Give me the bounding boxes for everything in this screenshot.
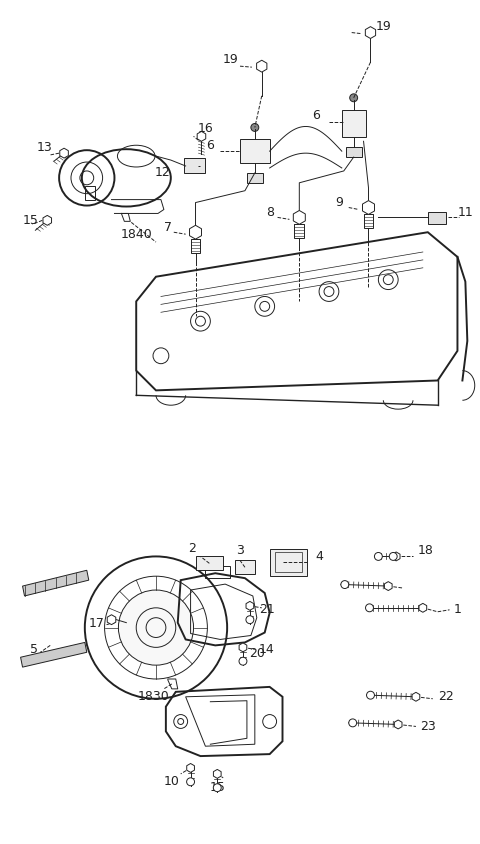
Polygon shape [257, 60, 267, 72]
Bar [205, 566, 230, 578]
Bar [270, 549, 307, 576]
Circle shape [246, 616, 254, 624]
Circle shape [350, 94, 358, 102]
Bar [191, 239, 201, 253]
Polygon shape [107, 614, 116, 625]
Text: 6: 6 [206, 138, 214, 152]
Bar [346, 147, 361, 157]
Polygon shape [394, 720, 402, 729]
Circle shape [349, 719, 357, 727]
Circle shape [366, 603, 373, 612]
Polygon shape [187, 764, 194, 772]
Bar [275, 553, 302, 572]
Text: 12: 12 [155, 166, 171, 180]
Polygon shape [419, 603, 427, 612]
Polygon shape [43, 215, 51, 225]
Circle shape [367, 691, 374, 699]
Circle shape [389, 553, 397, 560]
Bar [240, 139, 270, 163]
Polygon shape [60, 149, 68, 158]
Text: 16: 16 [198, 122, 213, 135]
Bar [195, 556, 223, 571]
Bar [247, 173, 263, 183]
Bar [294, 225, 304, 238]
Text: 19: 19 [375, 20, 391, 33]
Polygon shape [190, 225, 202, 239]
Text: 11: 11 [457, 206, 473, 219]
Text: 3: 3 [236, 544, 244, 557]
Text: 22: 22 [438, 690, 454, 703]
Text: 2: 2 [188, 542, 195, 555]
Text: 6: 6 [312, 109, 320, 122]
Polygon shape [384, 582, 392, 591]
Bar [363, 214, 373, 228]
Polygon shape [412, 692, 420, 701]
Polygon shape [362, 201, 374, 214]
Text: 1830: 1830 [138, 690, 170, 703]
Polygon shape [197, 132, 206, 141]
Text: 15: 15 [209, 782, 225, 794]
Bar [184, 158, 205, 173]
Text: 5: 5 [30, 643, 38, 656]
Circle shape [341, 581, 349, 588]
Bar [235, 560, 255, 574]
Polygon shape [392, 552, 400, 561]
Text: 19: 19 [222, 52, 238, 66]
Text: 21: 21 [259, 603, 275, 616]
Circle shape [251, 123, 259, 132]
Text: 23: 23 [420, 720, 436, 733]
Text: 13: 13 [36, 141, 52, 154]
Text: 14: 14 [259, 643, 275, 656]
Text: 8: 8 [265, 206, 274, 219]
Circle shape [213, 784, 221, 792]
Circle shape [119, 590, 193, 665]
Text: 1840: 1840 [120, 228, 152, 241]
Text: 20: 20 [249, 647, 265, 660]
Text: 7: 7 [164, 221, 172, 234]
Bar [85, 186, 95, 199]
Text: 18: 18 [418, 544, 434, 557]
Polygon shape [293, 210, 305, 225]
Text: 10: 10 [164, 776, 180, 788]
Polygon shape [246, 602, 254, 610]
Polygon shape [365, 27, 376, 39]
Circle shape [239, 657, 247, 665]
Polygon shape [21, 642, 87, 667]
Text: 15: 15 [23, 214, 38, 227]
Bar [428, 213, 445, 225]
Polygon shape [239, 643, 247, 652]
Circle shape [187, 778, 194, 786]
Text: 4: 4 [315, 550, 323, 563]
Bar [342, 110, 366, 138]
Polygon shape [214, 770, 221, 778]
Text: 17: 17 [89, 617, 105, 630]
Circle shape [374, 553, 383, 560]
Text: 1: 1 [454, 603, 461, 616]
Polygon shape [23, 571, 89, 596]
Text: 9: 9 [335, 196, 343, 209]
